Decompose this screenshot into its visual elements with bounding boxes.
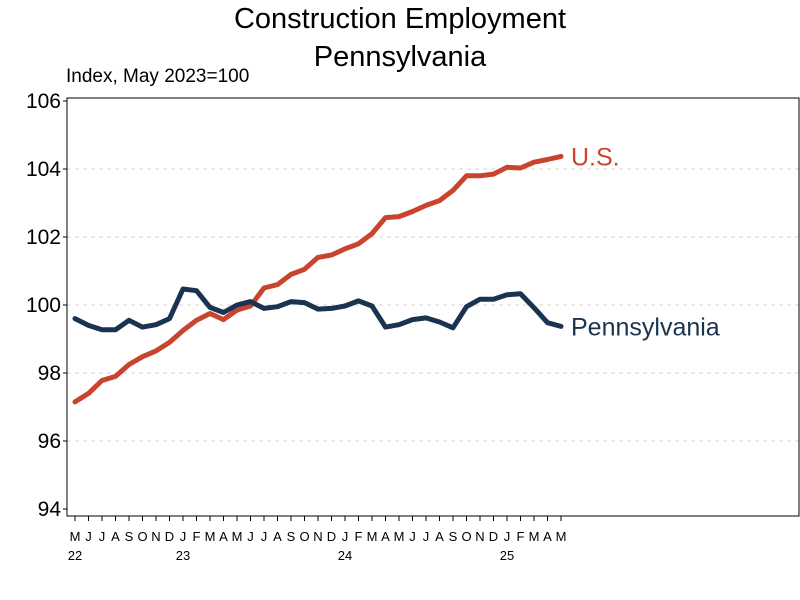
x-tick-label: J bbox=[261, 529, 268, 544]
x-tick-label: J bbox=[423, 529, 430, 544]
x-tick-label: D bbox=[327, 529, 336, 544]
x-tick-label: M bbox=[556, 529, 567, 544]
x-tick-label: F bbox=[193, 529, 201, 544]
chart-title: Construction Employment bbox=[233, 3, 567, 35]
x-year-label: 23 bbox=[176, 548, 190, 563]
x-tick-label: D bbox=[165, 529, 174, 544]
x-tick-label: M bbox=[394, 529, 405, 544]
x-tick-label: A bbox=[543, 529, 552, 544]
x-tick-label: N bbox=[475, 529, 484, 544]
x-tick-label: J bbox=[99, 529, 106, 544]
x-tick-label: O bbox=[461, 529, 471, 544]
y-tick-label: 104 bbox=[26, 158, 61, 181]
series-line-pennsylvania bbox=[72, 286, 564, 333]
x-tick-label: S bbox=[449, 529, 458, 544]
y-axis-label: Index, May 2023=100 bbox=[66, 66, 250, 87]
x-tick-label: J bbox=[247, 529, 254, 544]
x-tick-label: M bbox=[70, 529, 81, 544]
x-tick-label: O bbox=[299, 529, 309, 544]
x-tick-label: D bbox=[489, 529, 498, 544]
x-tick-label: M bbox=[367, 529, 378, 544]
series-label-pennsylvania: Pennsylvania bbox=[571, 313, 720, 341]
x-tick-label: A bbox=[111, 529, 120, 544]
x-tick-label: J bbox=[342, 529, 349, 544]
x-tick-label: N bbox=[151, 529, 160, 544]
y-tick-label: 96 bbox=[38, 430, 61, 453]
y-tick-label: 98 bbox=[38, 362, 61, 385]
x-tick-label: A bbox=[435, 529, 444, 544]
x-tick-label: J bbox=[504, 529, 511, 544]
x-tick-label: F bbox=[355, 529, 363, 544]
x-tick-label: S bbox=[287, 529, 296, 544]
chart-subtitle: Pennsylvania bbox=[313, 41, 487, 73]
series-line-u-s bbox=[72, 153, 564, 405]
series-label-u-s: U.S. bbox=[571, 143, 620, 171]
plot-frame bbox=[66, 97, 800, 517]
x-tick-label: M bbox=[232, 529, 243, 544]
y-tick-label: 106 bbox=[26, 90, 61, 113]
y-tick-label: 100 bbox=[26, 294, 61, 317]
x-tick-label: J bbox=[180, 529, 187, 544]
x-year-label: 22 bbox=[68, 548, 82, 563]
y-tick-label: 94 bbox=[38, 498, 62, 521]
x-tick-label: F bbox=[517, 529, 525, 544]
x-tick-label: J bbox=[85, 529, 92, 544]
x-tick-label: M bbox=[205, 529, 216, 544]
x-year-label: 25 bbox=[500, 548, 514, 563]
x-tick-label: A bbox=[273, 529, 282, 544]
x-tick-label: S bbox=[125, 529, 134, 544]
x-tick-label: N bbox=[313, 529, 322, 544]
x-tick-label: A bbox=[219, 529, 228, 544]
x-tick-label: O bbox=[137, 529, 147, 544]
x-tick-label: M bbox=[529, 529, 540, 544]
y-tick-label: 102 bbox=[26, 226, 61, 249]
x-year-label: 24 bbox=[338, 548, 352, 563]
x-tick-label: A bbox=[381, 529, 390, 544]
x-tick-label: J bbox=[409, 529, 416, 544]
